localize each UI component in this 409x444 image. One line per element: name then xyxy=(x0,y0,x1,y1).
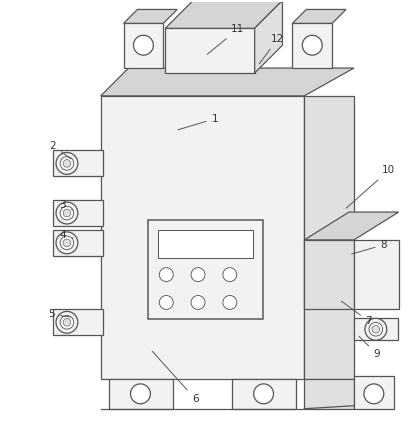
Bar xyxy=(304,96,354,379)
Text: 7: 7 xyxy=(342,301,372,326)
Bar xyxy=(158,230,253,258)
Circle shape xyxy=(160,268,173,281)
Bar xyxy=(354,318,398,340)
Circle shape xyxy=(223,268,237,281)
Circle shape xyxy=(63,239,71,247)
Text: 5: 5 xyxy=(48,309,70,319)
Polygon shape xyxy=(292,9,346,24)
Circle shape xyxy=(60,236,74,250)
Circle shape xyxy=(63,209,71,217)
Text: 3: 3 xyxy=(60,200,73,210)
Text: 4: 4 xyxy=(60,230,73,240)
Circle shape xyxy=(372,325,380,333)
Circle shape xyxy=(191,268,205,281)
Bar xyxy=(53,230,103,256)
Bar xyxy=(304,379,354,409)
Bar xyxy=(165,28,255,73)
Text: 11: 11 xyxy=(207,24,245,54)
Polygon shape xyxy=(124,9,177,24)
Text: 12: 12 xyxy=(259,34,284,64)
Polygon shape xyxy=(101,68,354,96)
Bar xyxy=(53,309,103,335)
Circle shape xyxy=(302,35,322,55)
Circle shape xyxy=(364,384,384,404)
Circle shape xyxy=(365,318,387,340)
Circle shape xyxy=(60,157,74,170)
Text: 1: 1 xyxy=(178,114,218,130)
Polygon shape xyxy=(165,0,283,28)
Bar xyxy=(53,200,103,226)
Bar xyxy=(232,379,297,409)
Circle shape xyxy=(223,296,237,309)
Bar xyxy=(124,24,163,68)
Circle shape xyxy=(63,159,71,167)
Circle shape xyxy=(56,232,78,254)
Circle shape xyxy=(56,202,78,224)
Circle shape xyxy=(60,206,74,220)
Bar xyxy=(304,240,354,309)
Circle shape xyxy=(56,152,78,174)
Circle shape xyxy=(56,311,78,333)
Text: 10: 10 xyxy=(346,165,396,208)
Circle shape xyxy=(130,384,151,404)
Polygon shape xyxy=(304,212,399,240)
Circle shape xyxy=(191,296,205,309)
Text: 2: 2 xyxy=(50,140,71,159)
Bar xyxy=(53,151,103,176)
Bar xyxy=(354,240,399,309)
Bar xyxy=(109,379,173,409)
Bar xyxy=(148,220,263,319)
Bar xyxy=(101,96,304,379)
Circle shape xyxy=(160,296,173,309)
Text: 8: 8 xyxy=(352,240,387,254)
Circle shape xyxy=(63,318,71,326)
Circle shape xyxy=(60,316,74,329)
Circle shape xyxy=(369,322,382,336)
Bar xyxy=(354,376,394,409)
Bar xyxy=(292,24,332,68)
Text: 6: 6 xyxy=(152,351,198,404)
Circle shape xyxy=(133,35,153,55)
Circle shape xyxy=(254,384,274,404)
Text: 9: 9 xyxy=(359,336,380,359)
Polygon shape xyxy=(255,0,283,73)
